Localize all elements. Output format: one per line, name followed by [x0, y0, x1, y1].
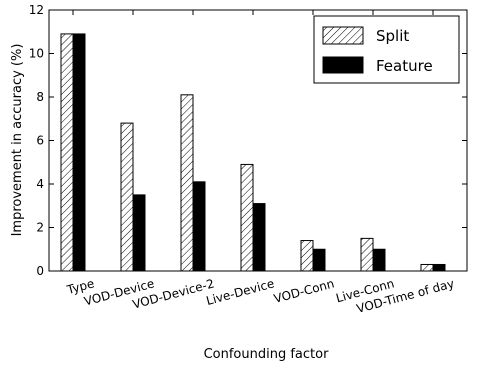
bar-feature-2: [192, 181, 206, 272]
x-category-label: Live-Device: [205, 276, 276, 308]
bar-feature-6: [432, 263, 446, 272]
bar-split-1: [120, 122, 134, 272]
y-tick-label: 10: [29, 47, 44, 61]
y-tick-label: 12: [29, 3, 44, 17]
y-tick-label: 6: [36, 134, 44, 148]
y-tick-label: 4: [36, 177, 44, 191]
bar-split-6: [420, 263, 434, 272]
bar-feature-0: [72, 33, 86, 272]
legend-label-feature: Feature: [376, 57, 433, 75]
y-tick-label: 8: [36, 90, 44, 104]
bar-feature-3: [252, 203, 266, 272]
legend-swatch-feature: [322, 56, 364, 74]
x-axis-title: Confounding factor: [204, 347, 330, 362]
bar-split-2: [180, 94, 194, 272]
bar-feature-1: [132, 194, 146, 272]
bar-split-0: [60, 33, 74, 272]
y-tick-label: 0: [36, 264, 44, 278]
x-category-label: VOD-Conn: [272, 276, 335, 306]
y-axis-title: Improvement in accuracy (%): [10, 44, 25, 237]
bar-feature-5: [372, 248, 386, 272]
bar-split-4: [300, 240, 314, 272]
legend-label-split: Split: [376, 27, 409, 45]
bar-split-3: [240, 163, 254, 272]
legend-swatch-split: [322, 26, 364, 45]
bar-feature-4: [312, 248, 326, 272]
bar-split-5: [360, 237, 374, 272]
y-axis: 0 2 4 6 8 10 12: [29, 3, 467, 278]
legend: Split Feature: [313, 15, 460, 84]
bars-layer: [60, 33, 446, 272]
y-tick-label: 2: [36, 221, 44, 235]
